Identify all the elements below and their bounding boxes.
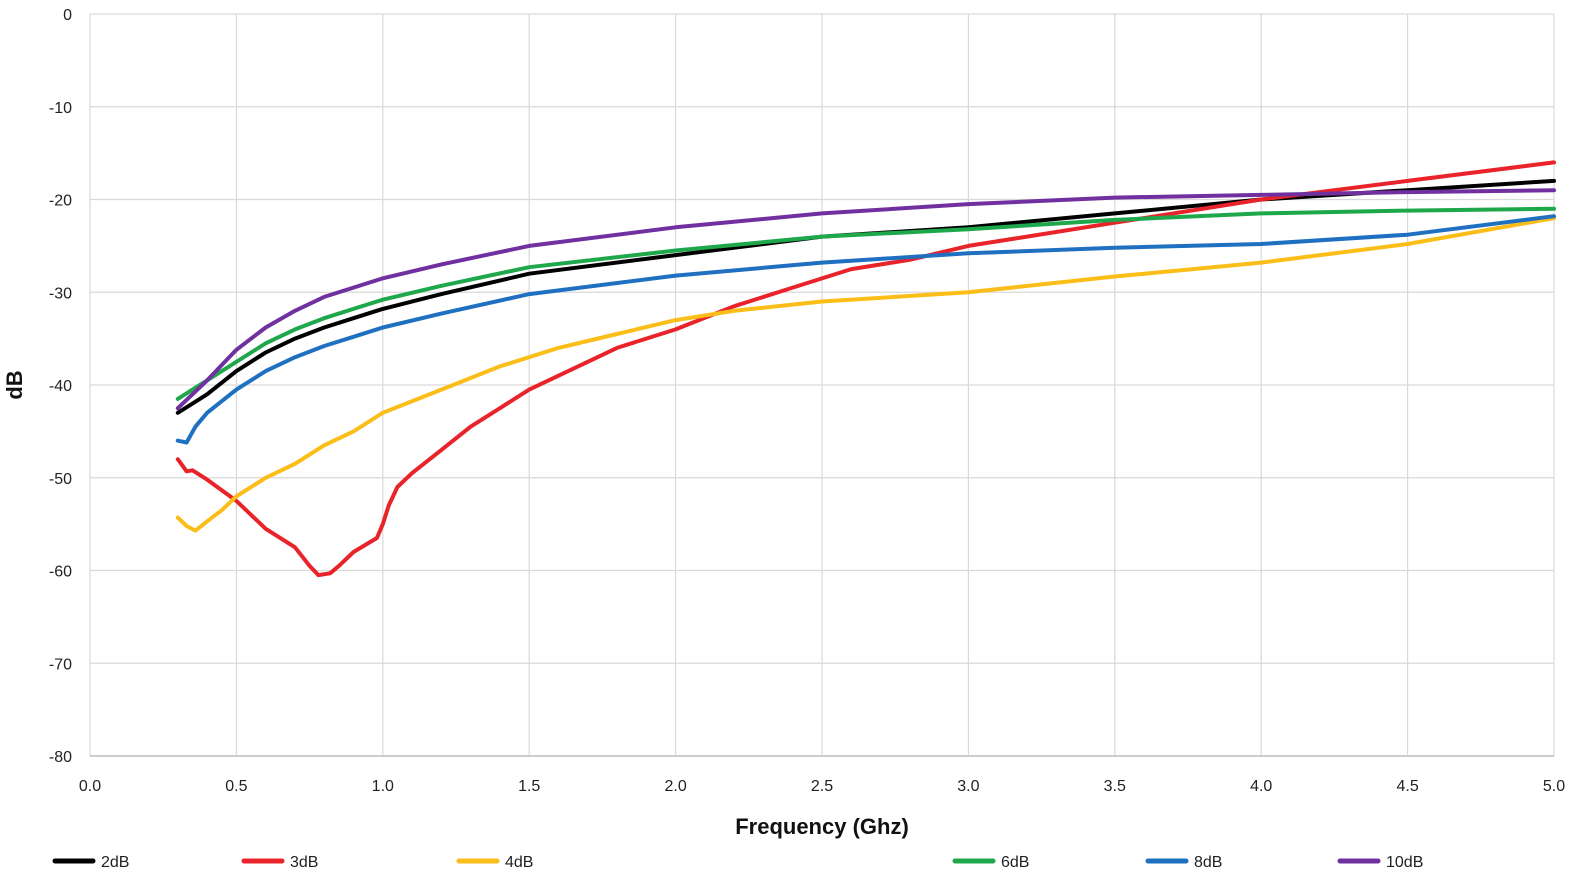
y-tick-label: -60 [49, 564, 72, 581]
x-axis-title: Frequency (Ghz) [735, 814, 909, 839]
y-tick-label: -80 [49, 749, 72, 766]
legend-label: 4dB [505, 854, 533, 871]
x-tick-label: 0.5 [225, 778, 247, 795]
x-tick-label: 4.0 [1250, 778, 1272, 795]
y-tick-label: -70 [49, 656, 72, 673]
x-tick-label: 3.0 [957, 778, 979, 795]
legend-label: 8dB [1194, 854, 1222, 871]
y-tick-label: -10 [49, 100, 72, 117]
series-line-10dB [175, 188, 1556, 411]
legend-label: 6dB [1001, 854, 1029, 871]
y-axis-title: dB [2, 370, 27, 399]
series-line-3dB [175, 160, 1556, 578]
series-lines [175, 160, 1556, 578]
tick-labels: 0.0 0.5 1.0 1.5 2.0 2.5 3.0 3.5 4.0 4.5 5.0 0 -10 -20… [49, 7, 1565, 795]
legend-label: 3dB [290, 854, 318, 871]
series-line-6dB [175, 206, 1556, 401]
series-line-8dB [175, 214, 1556, 445]
legend-label: 10dB [1386, 854, 1423, 871]
x-tick-label: 2.0 [664, 778, 686, 795]
grid [89, 13, 1555, 757]
x-tick-label: 2.5 [811, 778, 833, 795]
x-tick-label: 1.0 [372, 778, 394, 795]
y-tick-label: 0 [63, 7, 72, 24]
y-tick-label: -20 [49, 193, 72, 210]
x-tick-label: 5.0 [1543, 778, 1565, 795]
y-tick-label: -50 [49, 471, 72, 488]
series-line-4dB [175, 216, 1556, 533]
x-tick-label: 0.0 [79, 778, 101, 795]
y-tick-label: -40 [49, 378, 72, 395]
x-tick-label: 4.5 [1396, 778, 1418, 795]
legend: 2dB 3dB 4dB 6dB 8dB 10dB [52, 854, 1423, 871]
series-line-2dB [175, 178, 1556, 415]
legend-label: 2dB [101, 854, 129, 871]
y-tick-label: -30 [49, 285, 72, 302]
x-tick-label: 3.5 [1104, 778, 1126, 795]
x-tick-label: 1.5 [518, 778, 540, 795]
